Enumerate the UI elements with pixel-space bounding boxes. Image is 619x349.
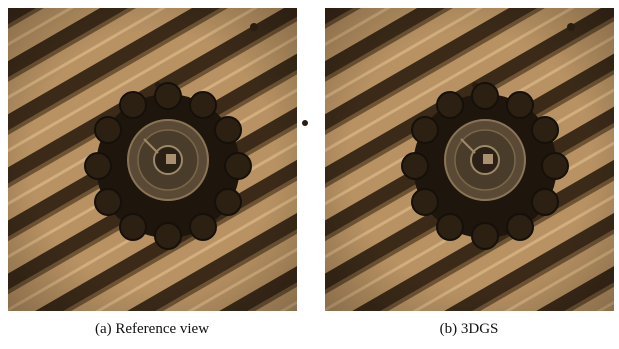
rendered-image <box>325 8 619 311</box>
reference-image <box>8 8 308 311</box>
caption: (b) 3DGS <box>440 321 499 337</box>
figure: (a) Reference view (b) 3DGS <box>0 0 619 349</box>
caption: (a) Reference view <box>95 321 209 337</box>
